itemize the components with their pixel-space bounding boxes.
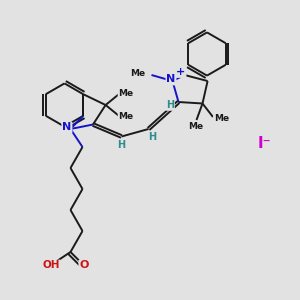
Text: Me: Me [118, 112, 134, 122]
Text: I⁻: I⁻ [257, 136, 271, 152]
Text: N: N [167, 74, 176, 85]
Text: H: H [148, 132, 156, 142]
Text: Me: Me [130, 69, 145, 78]
Text: H: H [166, 100, 174, 110]
Text: Me: Me [118, 88, 134, 98]
Text: O: O [79, 260, 89, 271]
Text: H: H [117, 140, 126, 150]
Text: Me: Me [188, 122, 203, 131]
Text: N: N [62, 122, 71, 133]
Text: OH: OH [42, 260, 60, 271]
Text: Me: Me [214, 114, 229, 123]
Text: +: + [176, 67, 185, 77]
